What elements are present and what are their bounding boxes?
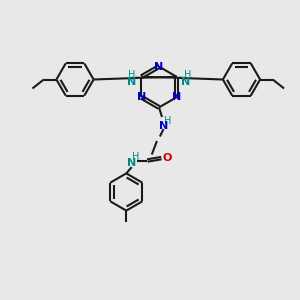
- Text: H: H: [128, 70, 135, 80]
- Text: N: N: [137, 92, 146, 102]
- Text: N: N: [159, 121, 168, 131]
- Text: H: H: [184, 70, 192, 80]
- Text: O: O: [162, 153, 172, 163]
- Text: H: H: [164, 116, 172, 127]
- Text: N: N: [172, 92, 181, 102]
- Text: N: N: [181, 76, 190, 86]
- Text: H: H: [132, 152, 139, 162]
- Text: N: N: [127, 76, 136, 86]
- Text: N: N: [154, 61, 164, 72]
- Text: N: N: [127, 158, 136, 169]
